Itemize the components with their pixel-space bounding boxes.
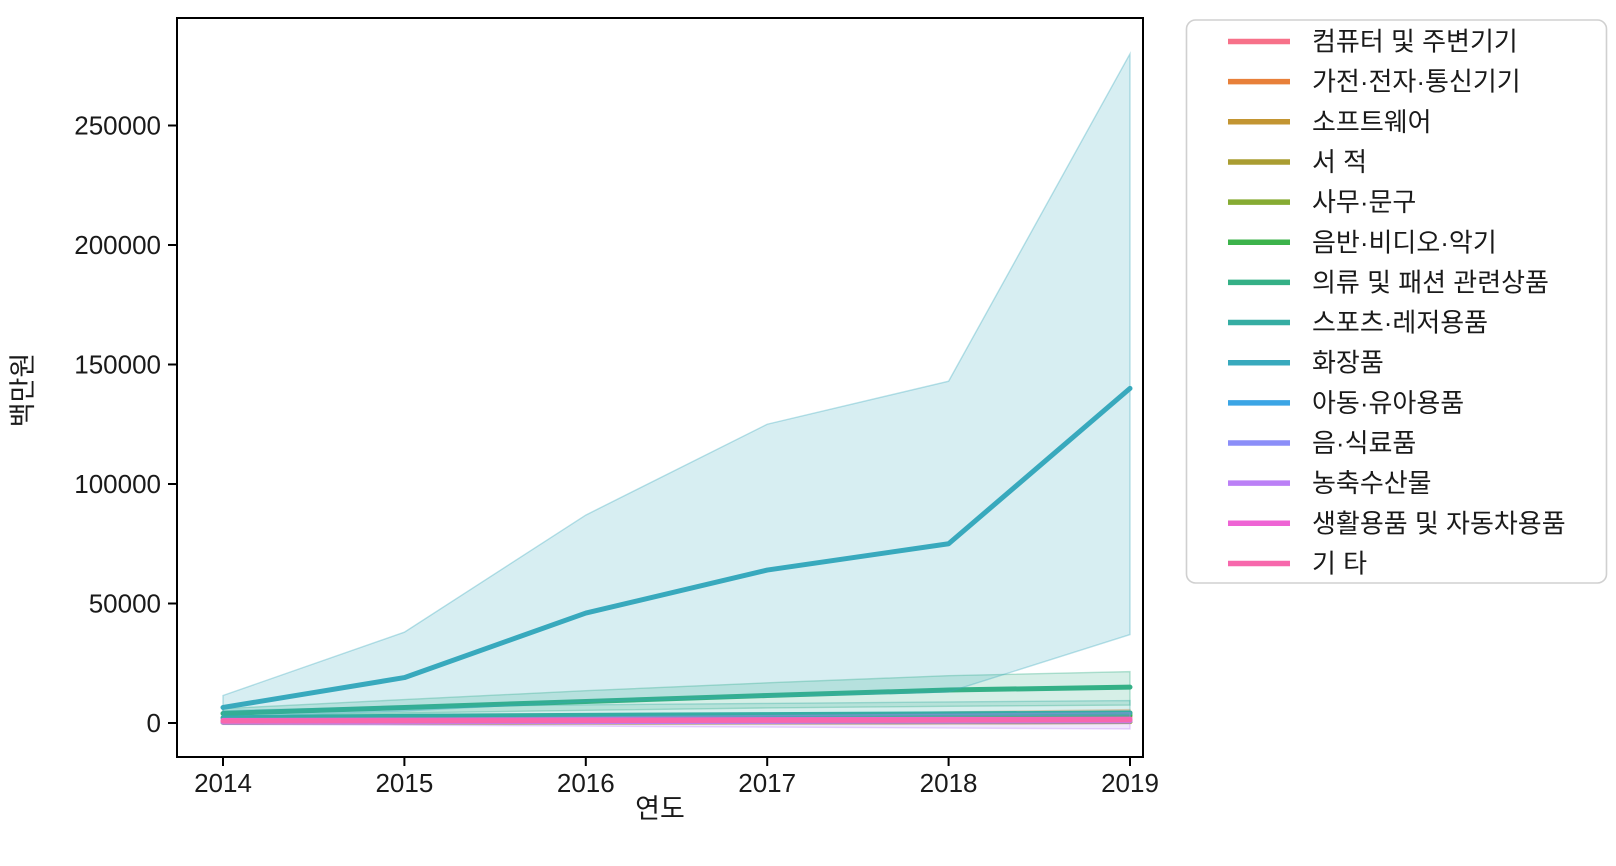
confidence-band — [222, 51, 1131, 718]
legend-label: 기 타 — [1312, 548, 1367, 578]
axes-layer: 2014 2015 2016 2017 2018 2019 0 50000 100000 1500… — [74, 111, 1159, 799]
legend-label: 의류 및 패션 관련상품 — [1312, 267, 1549, 297]
legend-label: 음·식료품 — [1312, 428, 1416, 458]
legend-label: 스포츠·레저용품 — [1312, 308, 1488, 338]
legend-item: 서 적 — [1228, 147, 1367, 177]
x-tick-label: 2015 — [375, 768, 433, 798]
legend-item: 소프트웨어 — [1228, 107, 1432, 137]
legend-label: 화장품 — [1312, 348, 1384, 378]
legend-item: 사무·문구 — [1228, 187, 1416, 217]
x-tick-label: 2016 — [557, 768, 615, 798]
x-tick-label: 2014 — [194, 768, 252, 798]
legend-item: 농축수산물 — [1228, 468, 1432, 498]
legend-item: 음반·비디오·악기 — [1228, 227, 1497, 257]
x-tick-label: 2018 — [920, 768, 978, 798]
legend-label: 생활용품 및 자동차용품 — [1312, 508, 1566, 538]
legend-item: 음·식료품 — [1228, 428, 1416, 458]
legend-label: 소프트웨어 — [1312, 107, 1432, 137]
legend-label: 서 적 — [1312, 147, 1367, 177]
y-tick-label: 50000 — [89, 589, 161, 619]
y-tick-label: 100000 — [74, 469, 161, 499]
series-line — [220, 385, 1133, 710]
legend-label: 사무·문구 — [1312, 187, 1416, 217]
series-layer — [220, 51, 1133, 730]
legend-item: 의류 및 패션 관련상품 — [1228, 267, 1549, 297]
y-tick-label: 250000 — [74, 111, 161, 141]
series-line — [220, 684, 1133, 716]
legend-item: 기 타 — [1228, 548, 1367, 578]
legend-item: 컴퓨터 및 주변기기 — [1228, 27, 1518, 57]
legend-label: 농축수산물 — [1312, 468, 1432, 498]
y-tick-label: 150000 — [74, 350, 161, 380]
y-tick-label: 0 — [147, 708, 161, 738]
series-group — [220, 670, 1133, 718]
legend-label: 음반·비디오·악기 — [1312, 227, 1497, 257]
x-tick-label: 2019 — [1101, 768, 1159, 798]
legend-label: 가전·전자·통신기기 — [1312, 67, 1521, 97]
series-group — [220, 717, 1133, 724]
legend-item: 화장품 — [1228, 348, 1384, 378]
legend-item: 가전·전자·통신기기 — [1228, 67, 1521, 97]
x-tick-label: 2017 — [738, 768, 796, 798]
y-axis-label: 백만원 — [8, 353, 38, 428]
legend-item: 스포츠·레저용품 — [1228, 308, 1488, 338]
plot-frame — [176, 17, 1144, 758]
legend-item: 아동·유아용품 — [1228, 388, 1464, 418]
series-group — [220, 51, 1133, 718]
legend-box — [1185, 19, 1608, 584]
series-line — [220, 717, 1133, 724]
legend-label: 컴퓨터 및 주변기기 — [1312, 27, 1518, 57]
series-line — [220, 710, 1133, 721]
legend-label: 아동·유아용품 — [1312, 388, 1464, 418]
legend-item: 생활용품 및 자동차용품 — [1228, 508, 1566, 538]
y-tick-label: 200000 — [74, 230, 161, 260]
x-axis-label: 연도 — [635, 794, 685, 824]
